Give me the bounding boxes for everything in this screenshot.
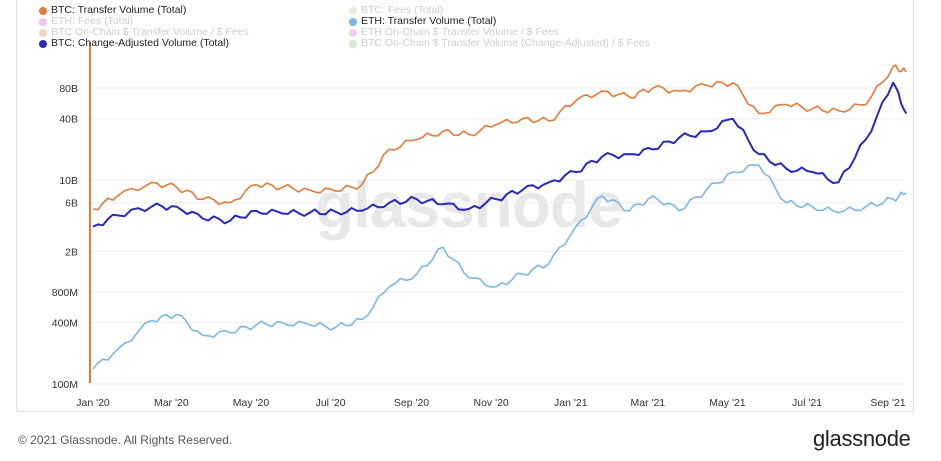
x-tick-label: Mar '20: [154, 397, 189, 409]
legend-item[interactable]: BTC: Transfer Volume (Total): [39, 5, 249, 16]
legend-dot-icon: [39, 17, 47, 26]
x-tick-label: Sep '20: [394, 397, 429, 409]
y-tick-label: 400M: [52, 318, 78, 330]
x-axis: Jan '20 Mar '20 May '20 Jul '20 Sep '20 Nov '…: [76, 397, 906, 409]
legend-label: BTC On-Chain $ Transfer Volume (Change-A…: [361, 37, 650, 49]
legend-dot-icon: [349, 17, 357, 26]
x-tick-label: Jul '21: [792, 397, 822, 409]
series-layer: [92, 64, 908, 370]
x-tick-label: Mar '21: [630, 397, 665, 409]
legend-dot-icon: [349, 6, 357, 15]
y-tick-label: 800M: [52, 287, 78, 299]
y-tick-label: 2B: [65, 246, 78, 258]
legend-label: ETH: Fees (Total): [51, 15, 134, 27]
x-tick-label: May '21: [709, 397, 746, 409]
x-tick-label: Nov '20: [474, 397, 509, 409]
legend-right: BTC: Fees (Total) ETH: Transfer Volume (T…: [349, 5, 650, 49]
legend-label: BTC: Transfer Volume (Total): [51, 4, 187, 16]
y-tick-label: 80B: [59, 83, 78, 95]
legend-label: ETH On-Chain $ Transfer Volume / $ Fees: [361, 26, 559, 38]
legend-item[interactable]: BTC On-Chain $ Transfer Volume (Change-A…: [349, 38, 650, 49]
watermark: glassnode: [315, 169, 624, 241]
legend-item[interactable]: BTC: Change-Adjusted Volume (Total): [39, 38, 249, 49]
x-tick-label: May '20: [233, 397, 270, 409]
legend-item[interactable]: ETH: Fees (Total): [39, 16, 249, 27]
legend-left: BTC: Transfer Volume (Total) ETH: Fees (T…: [39, 5, 249, 49]
legend-dot-icon: [349, 28, 357, 37]
y-tick-label: 100M: [52, 379, 78, 391]
series-line: [92, 164, 907, 370]
legend-item[interactable]: ETH On-Chain $ Transfer Volume / $ Fees: [349, 27, 650, 38]
legend-item[interactable]: ETH: Transfer Volume (Total): [349, 16, 650, 27]
y-tick-label: 40B: [59, 114, 78, 126]
legend-dot-icon: [39, 39, 47, 48]
legend-label: BTC On-Chain $ Transfer Volume / $ Fees: [51, 26, 249, 38]
legend-item[interactable]: BTC On-Chain $ Transfer Volume / $ Fees: [39, 27, 249, 38]
footer-copyright: © 2021 Glassnode. All Rights Reserved.: [18, 433, 233, 447]
x-tick-label: Jan '20: [76, 397, 110, 409]
legend-label: BTC: Change-Adjusted Volume (Total): [51, 37, 230, 49]
x-tick-label: Jul '20: [316, 397, 346, 409]
y-axis: 100M 400M 800M 2B 6B 10B 40B 80B: [52, 83, 78, 391]
grid-layer: [90, 87, 905, 385]
legend-label: ETH: Transfer Volume (Total): [361, 15, 497, 27]
x-tick-label: Sep '21: [870, 397, 905, 409]
y-tick-label: 10B: [59, 175, 78, 187]
y-tick-label: 6B: [65, 198, 78, 210]
chart-frame: [16, 0, 914, 412]
legend-dot-icon: [39, 6, 47, 15]
legend-dot-icon: [39, 28, 47, 37]
legend-label: BTC: Fees (Total): [361, 4, 444, 16]
series-line: [92, 81, 908, 228]
x-tick-label: Jan '21: [554, 397, 588, 409]
brand-logo: glassnode: [813, 426, 911, 451]
series-line: [92, 64, 907, 211]
legend-item[interactable]: BTC: Fees (Total): [349, 5, 650, 16]
legend-dot-icon: [349, 39, 357, 48]
